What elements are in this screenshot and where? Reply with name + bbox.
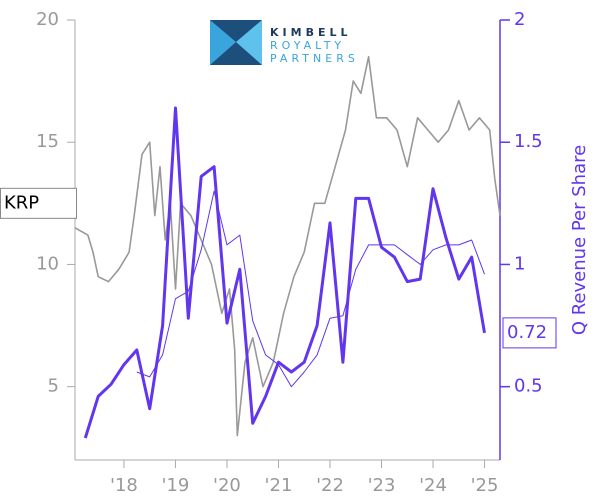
- price-tag: [0, 187, 77, 219]
- y2-tick-label: 1: [514, 253, 525, 274]
- logo-text: PARTNERS: [270, 52, 359, 65]
- logo-icon-part: [236, 20, 262, 65]
- x-tick-label: '24: [419, 475, 447, 496]
- y-tick-label: 10: [36, 253, 59, 274]
- value-tag: [502, 317, 557, 349]
- x-tick-label: '18: [110, 475, 138, 496]
- logo-icon-part: [210, 20, 236, 65]
- price-tag-label: KRP: [4, 192, 39, 213]
- x-tick-label: '19: [162, 475, 190, 496]
- y2-tick-label: 0.5: [514, 376, 543, 397]
- series-line: [83, 106, 486, 439]
- series-line: [74, 55, 501, 437]
- y2-axis-title: Q Revenue Per Share: [569, 145, 590, 335]
- y2-tick-label: 2: [514, 9, 525, 30]
- series-line: [136, 190, 485, 388]
- value-tag-label: 0.72: [507, 322, 547, 343]
- y2-tick-label: 1.5: [514, 131, 543, 152]
- y-tick-label: 20: [36, 9, 59, 30]
- y-tick-label: 15: [36, 131, 59, 152]
- x-tick-label: '23: [368, 475, 396, 496]
- logo-text: KIMBELL: [270, 26, 351, 39]
- x-tick-label: '25: [471, 475, 499, 496]
- x-tick-label: '22: [316, 475, 344, 496]
- logo: KIMBELL ROYALTY PARTNERS: [210, 20, 359, 65]
- logo-text: ROYALTY: [270, 39, 345, 52]
- x-tick-label: '20: [213, 475, 241, 496]
- y-tick-label: 5: [48, 376, 59, 397]
- x-tick-label: '21: [265, 475, 293, 496]
